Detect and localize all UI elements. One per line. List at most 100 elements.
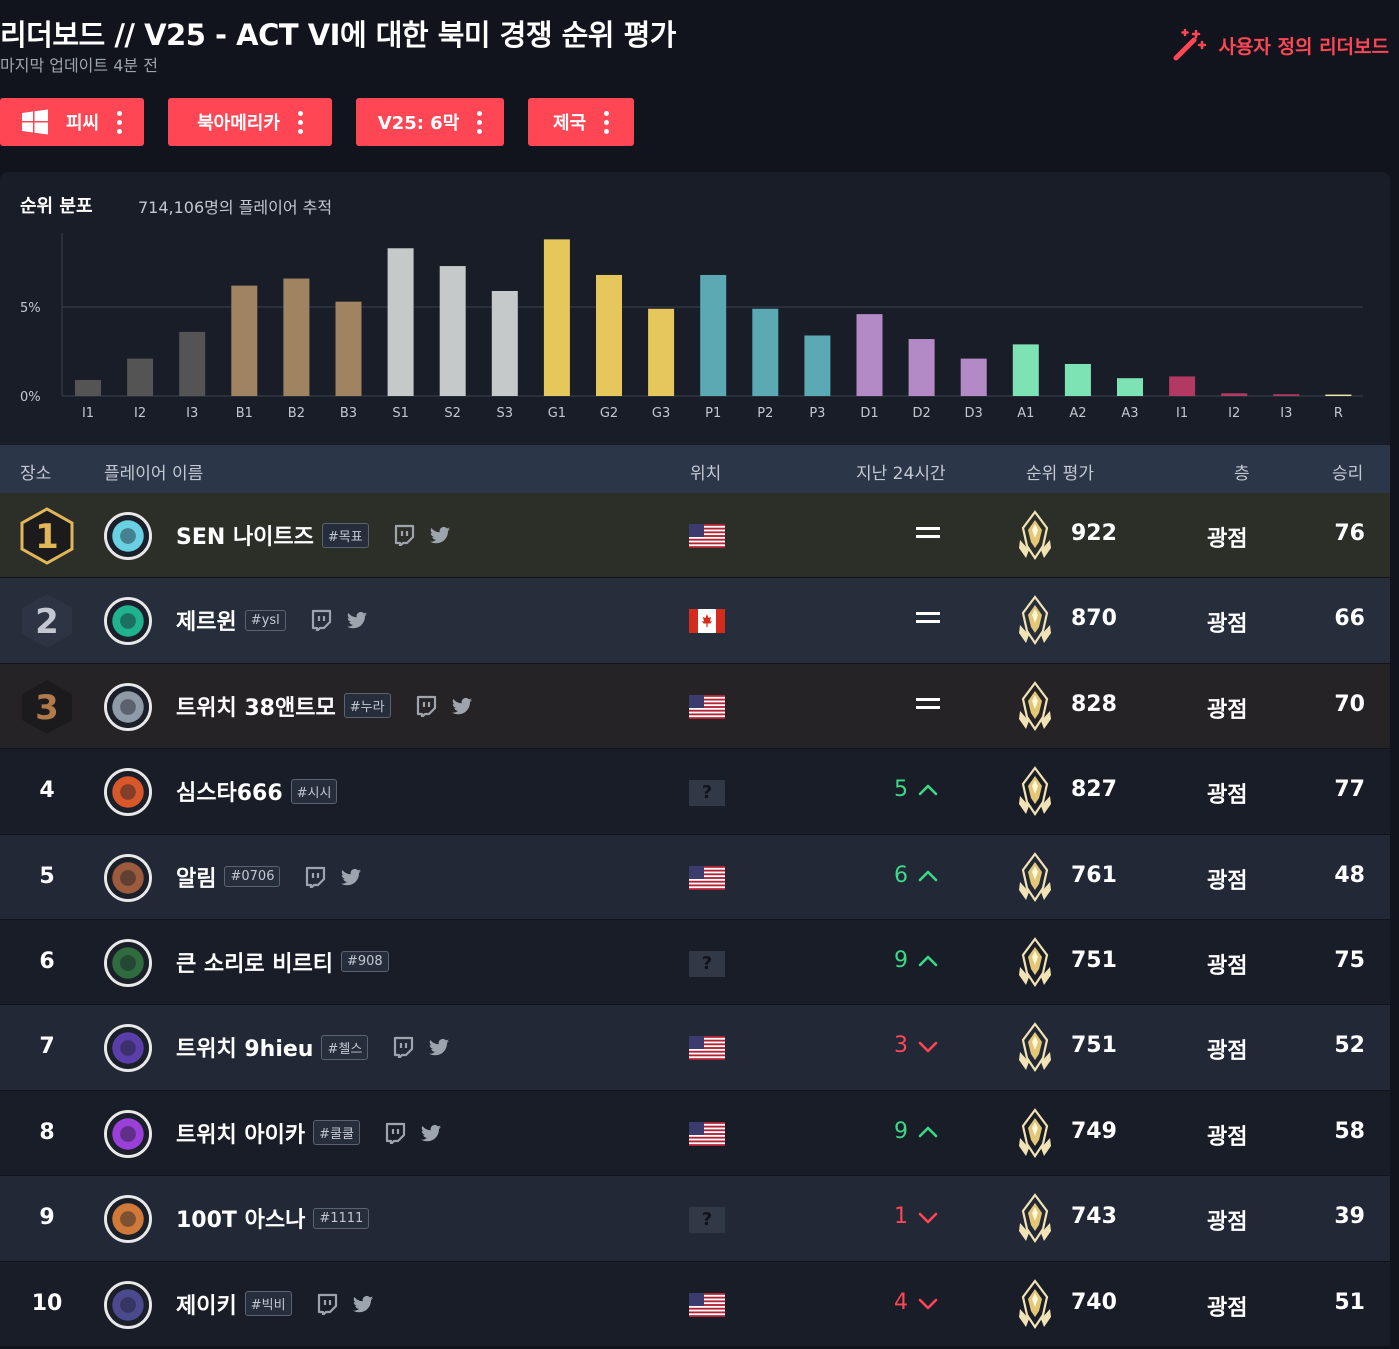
player-name[interactable]: 큰 소리로 비르티: [176, 951, 333, 977]
bar-g1[interactable]: [543, 239, 570, 396]
wins-value: 66: [1334, 606, 1365, 632]
header-player[interactable]: 플레이어 이름: [104, 464, 204, 484]
bar-b3[interactable]: [335, 301, 362, 396]
bar-p1[interactable]: [700, 274, 727, 396]
twitch-icon[interactable]: [392, 1036, 414, 1059]
bar-i3[interactable]: [1273, 394, 1300, 396]
act-filter-button[interactable]: V25: 6막: [356, 98, 504, 146]
player-name-cell[interactable]: 알림 #0706: [176, 861, 362, 893]
player-name-cell[interactable]: 트위치 아이카 #쿨쿨: [176, 1117, 442, 1149]
twitter-icon[interactable]: [352, 1293, 374, 1315]
bar-s3[interactable]: [491, 290, 518, 396]
header-tier[interactable]: 층: [1234, 464, 1250, 484]
player-avatar[interactable]: [104, 768, 152, 817]
rank-distribution-chart: 5% 0% I1 I2 I3 B1 B2 B3 S1 S2 S3 G1 G2 G3 P1 P2 P3 D1 D2 D3…: [20, 233, 1363, 421]
player-avatar[interactable]: [104, 1024, 152, 1073]
twitch-icon[interactable]: [316, 1293, 338, 1315]
player-avatar[interactable]: [104, 938, 152, 987]
social-links: [393, 524, 451, 546]
player-name-cell[interactable]: SEN 나이트즈 #목표: [176, 519, 451, 551]
region-filter-button[interactable]: 북아메리카: [168, 98, 332, 146]
player-name-cell[interactable]: 트위치 9hieu #첼스: [176, 1031, 450, 1063]
twitter-icon[interactable]: [428, 1036, 450, 1058]
bar-g3[interactable]: [648, 308, 675, 396]
player-name[interactable]: 트위치 9hieu: [176, 1037, 314, 1063]
twitch-icon[interactable]: [415, 695, 437, 717]
bar-i2[interactable]: [127, 358, 154, 396]
table-row[interactable]: 9 100T 아스나 #1111? 1 743 광점 39: [0, 1176, 1390, 1262]
platform-filter-button[interactable]: 피씨: [0, 98, 144, 146]
bar-i1[interactable]: [75, 379, 101, 396]
player-name-cell[interactable]: 제이키 #빅비: [176, 1288, 374, 1320]
custom-leaderboard-link[interactable]: 사용자 정의 리더보드: [1172, 28, 1389, 62]
player-name[interactable]: 트위치 아이카: [176, 1122, 306, 1148]
twitch-icon[interactable]: [393, 524, 415, 546]
player-name[interactable]: 트위치 38앤트모: [176, 695, 336, 721]
page-title: 리더보드 // V25 - ACT VI에 대한 북미 경쟁 순위 평가: [0, 18, 676, 52]
bar-i3[interactable]: [179, 331, 206, 396]
player-avatar[interactable]: [104, 853, 152, 902]
table-row[interactable]: 4 심스타666 #시시? 5 827 광점 77: [0, 749, 1390, 835]
header-rating[interactable]: 순위 평가: [1026, 464, 1094, 484]
player-avatar[interactable]: [104, 597, 152, 646]
twitch-icon[interactable]: [310, 609, 332, 632]
table-row[interactable]: 3 트위치 38앤트모 #누라 828 광점 70: [0, 663, 1390, 750]
twitch-icon[interactable]: [304, 866, 326, 888]
twitter-icon[interactable]: [451, 695, 473, 717]
bar-i2[interactable]: [1221, 393, 1248, 396]
rank-filter-button[interactable]: 제국: [528, 98, 634, 146]
player-name[interactable]: 100T 아스나: [176, 1208, 306, 1234]
player-name-cell[interactable]: 큰 소리로 비르티 #908: [176, 946, 389, 978]
twitter-icon[interactable]: [346, 609, 368, 631]
player-avatar[interactable]: [104, 682, 152, 731]
table-row[interactable]: 2 제르윈 #ysl 870 광점 66: [0, 578, 1390, 664]
bar-d1[interactable]: [856, 314, 883, 396]
player-avatar[interactable]: [104, 1195, 152, 1244]
social-links: [415, 695, 473, 717]
player-name-cell[interactable]: 트위치 38앤트모 #누라: [176, 690, 473, 722]
bar-a2[interactable]: [1064, 363, 1091, 396]
table-row[interactable]: 6 큰 소리로 비르티 #908? 9 751 광점 75: [0, 919, 1390, 1006]
bar-p2[interactable]: [752, 308, 779, 396]
bar-b2[interactable]: [283, 278, 310, 396]
header-last24[interactable]: 지난 24시간: [856, 464, 946, 484]
player-name[interactable]: 제이키: [176, 1293, 237, 1319]
table-row[interactable]: 7 트위치 9hieu #첼스 3 751 광점 52: [0, 1005, 1390, 1091]
bar-b1[interactable]: [231, 285, 258, 396]
chevron-down-icon: [918, 1298, 938, 1309]
bar-a3[interactable]: [1117, 378, 1143, 396]
player-name[interactable]: SEN 나이트즈: [176, 525, 314, 550]
player-name[interactable]: 알림: [176, 866, 217, 892]
player-avatar[interactable]: [104, 1280, 152, 1329]
bar-a1[interactable]: [1012, 344, 1039, 396]
player-avatar[interactable]: [104, 1109, 152, 1158]
player-name[interactable]: 심스타666: [176, 781, 283, 807]
rank-number: 2: [35, 602, 59, 642]
player-name-cell[interactable]: 100T 아스나 #1111: [176, 1202, 370, 1234]
player-name-cell[interactable]: 제르윈 #ysl: [176, 604, 368, 636]
player-avatar[interactable]: [104, 512, 152, 560]
bar-d2[interactable]: [908, 339, 935, 396]
header-wins[interactable]: 승리: [1332, 464, 1364, 484]
twitch-icon[interactable]: [384, 1122, 406, 1144]
player-name-cell[interactable]: 심스타666 #시시: [176, 775, 338, 807]
table-row[interactable]: 10 제이키 #빅비 4 740 광점 51: [0, 1261, 1390, 1347]
bar-p3[interactable]: [804, 335, 831, 396]
twitter-icon[interactable]: [420, 1122, 442, 1144]
table-row[interactable]: 8 트위치 아이카 #쿨쿨 9 749 광점 58: [0, 1090, 1390, 1177]
header-location[interactable]: 위치: [690, 464, 722, 484]
twitter-icon[interactable]: [340, 866, 362, 888]
table-row[interactable]: 5 알림 #0706 6 761 광점 48: [0, 834, 1390, 920]
bar-s2[interactable]: [439, 266, 466, 396]
header-place[interactable]: 장소: [20, 464, 52, 484]
bar-s1[interactable]: [387, 248, 414, 396]
bar-r[interactable]: [1325, 394, 1352, 396]
table-row[interactable]: 1 SEN 나이트즈 #목표 922 광점 76: [0, 493, 1390, 579]
bar-i1[interactable]: [1169, 376, 1196, 396]
twitter-icon[interactable]: [429, 524, 451, 546]
bar-d3[interactable]: [960, 358, 987, 396]
bar-g2[interactable]: [596, 274, 622, 396]
player-tag: #빅비: [244, 1291, 292, 1317]
player-name[interactable]: 제르윈: [176, 610, 237, 636]
leaderboard-table: 장소 플레이어 이름 위치 지난 24시간 순위 평가 층 승리 1 SEN 나이…: [0, 445, 1390, 1347]
